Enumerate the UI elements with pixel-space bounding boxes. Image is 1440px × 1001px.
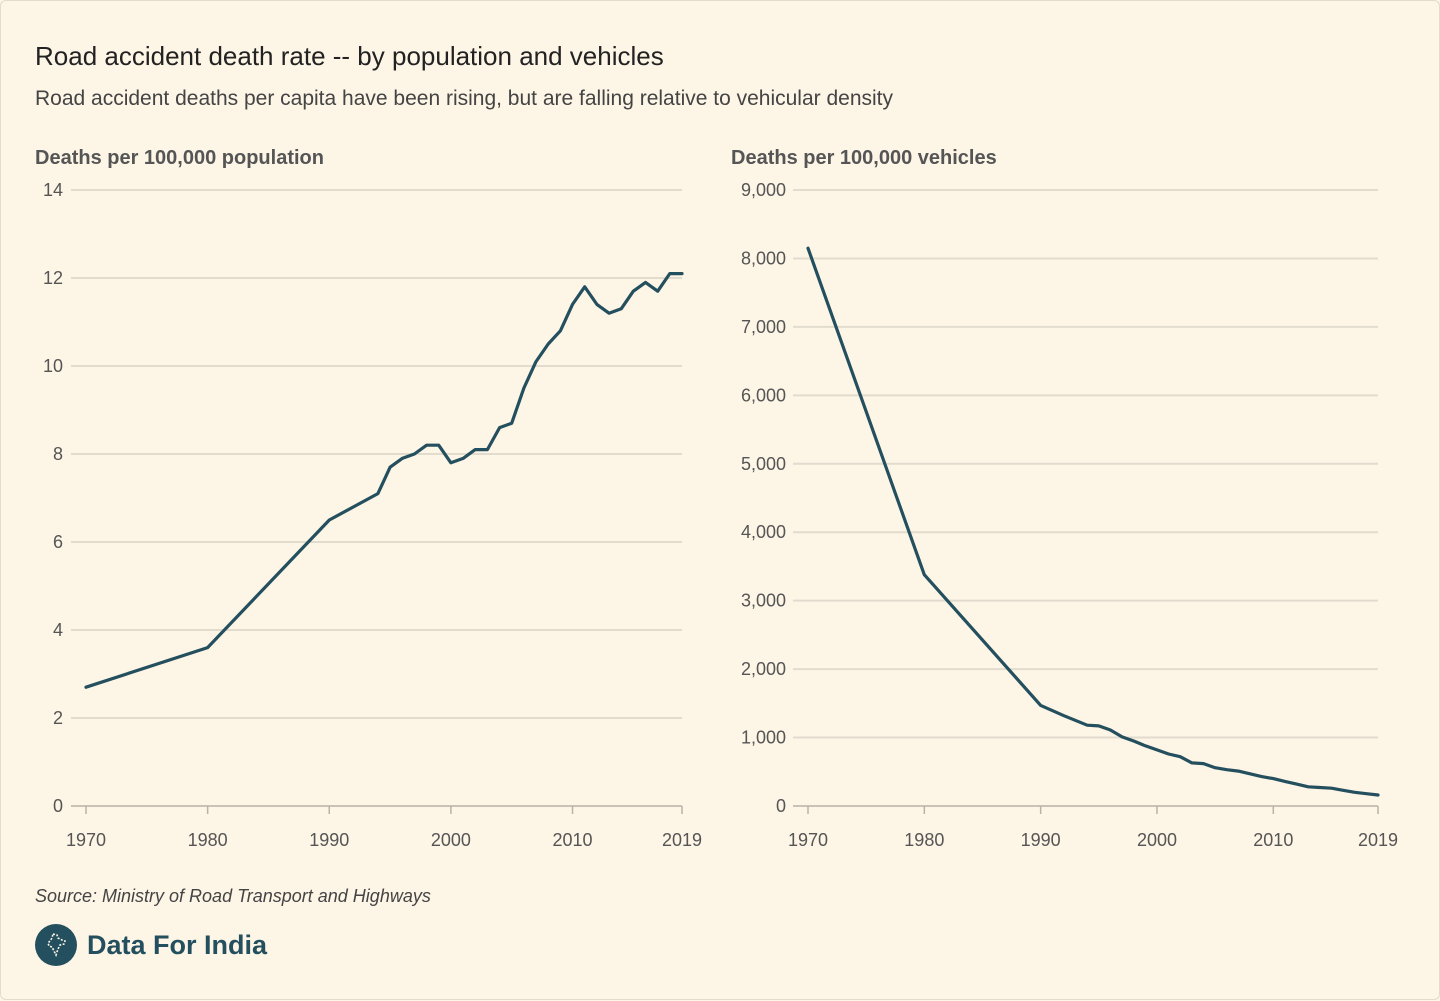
y-tick-label: 2,000 <box>741 659 786 679</box>
y-tick-label: 2 <box>53 708 63 728</box>
x-tick-label: 1970 <box>66 830 106 850</box>
y-tick-label: 4,000 <box>741 522 786 542</box>
brand-name: Data For India <box>87 929 268 960</box>
x-tick-label: 2000 <box>431 830 471 850</box>
y-tick-label: 4 <box>53 620 63 640</box>
x-tick-label: 2019 <box>1358 830 1398 850</box>
y-tick-label: 12 <box>43 268 63 288</box>
series-line <box>84 272 684 689</box>
y-tick-label: 3,000 <box>741 591 786 611</box>
chart-subtitle: Road accident deaths per capita have bee… <box>35 87 894 110</box>
x-tick-label: 2019 <box>662 830 702 850</box>
panel-vehicles: Deaths per 100,000 vehicles 0 1,000 2,000 3,… <box>731 147 1398 850</box>
y-tick-label: 9,000 <box>741 180 786 200</box>
india-map-icon <box>35 924 77 966</box>
x-tick-label: 1990 <box>309 830 349 850</box>
x-tick-label: 1980 <box>188 830 228 850</box>
y-tick-label: 6,000 <box>741 385 786 405</box>
y-tick-label: 10 <box>43 356 63 376</box>
y-tick-label: 6 <box>53 532 63 552</box>
y-tick-label: 5,000 <box>741 454 786 474</box>
x-tick-label: 2000 <box>1137 830 1177 850</box>
y-tick-label: 0 <box>53 796 63 816</box>
y-tick-label: 0 <box>776 796 786 816</box>
x-tick-label: 2010 <box>553 830 593 850</box>
x-tick-label: 1990 <box>1021 830 1061 850</box>
series-line <box>806 246 1380 797</box>
y-tick-label: 14 <box>43 180 63 200</box>
x-tick-label: 1980 <box>904 830 944 850</box>
y-tick-label: 1,000 <box>741 728 786 748</box>
y-tick-label: 7,000 <box>741 317 786 337</box>
x-tick-label: 2010 <box>1253 830 1293 850</box>
y-tick-label: 8 <box>53 444 63 464</box>
brand[interactable]: Data For India <box>35 923 267 967</box>
x-tick-label: 1970 <box>788 830 828 850</box>
y-tick-label: 8,000 <box>741 248 786 268</box>
source-note: Source: Ministry of Road Transport and H… <box>35 886 431 906</box>
y-axis-title: Deaths per 100,000 population <box>35 147 324 169</box>
chart-title: Road accident death rate -- by populatio… <box>35 41 664 71</box>
y-axis-title: Deaths per 100,000 vehicles <box>731 147 997 169</box>
panel-population: Deaths per 100,000 population 0 2 4 6 8 10 12 14… <box>35 147 702 850</box>
